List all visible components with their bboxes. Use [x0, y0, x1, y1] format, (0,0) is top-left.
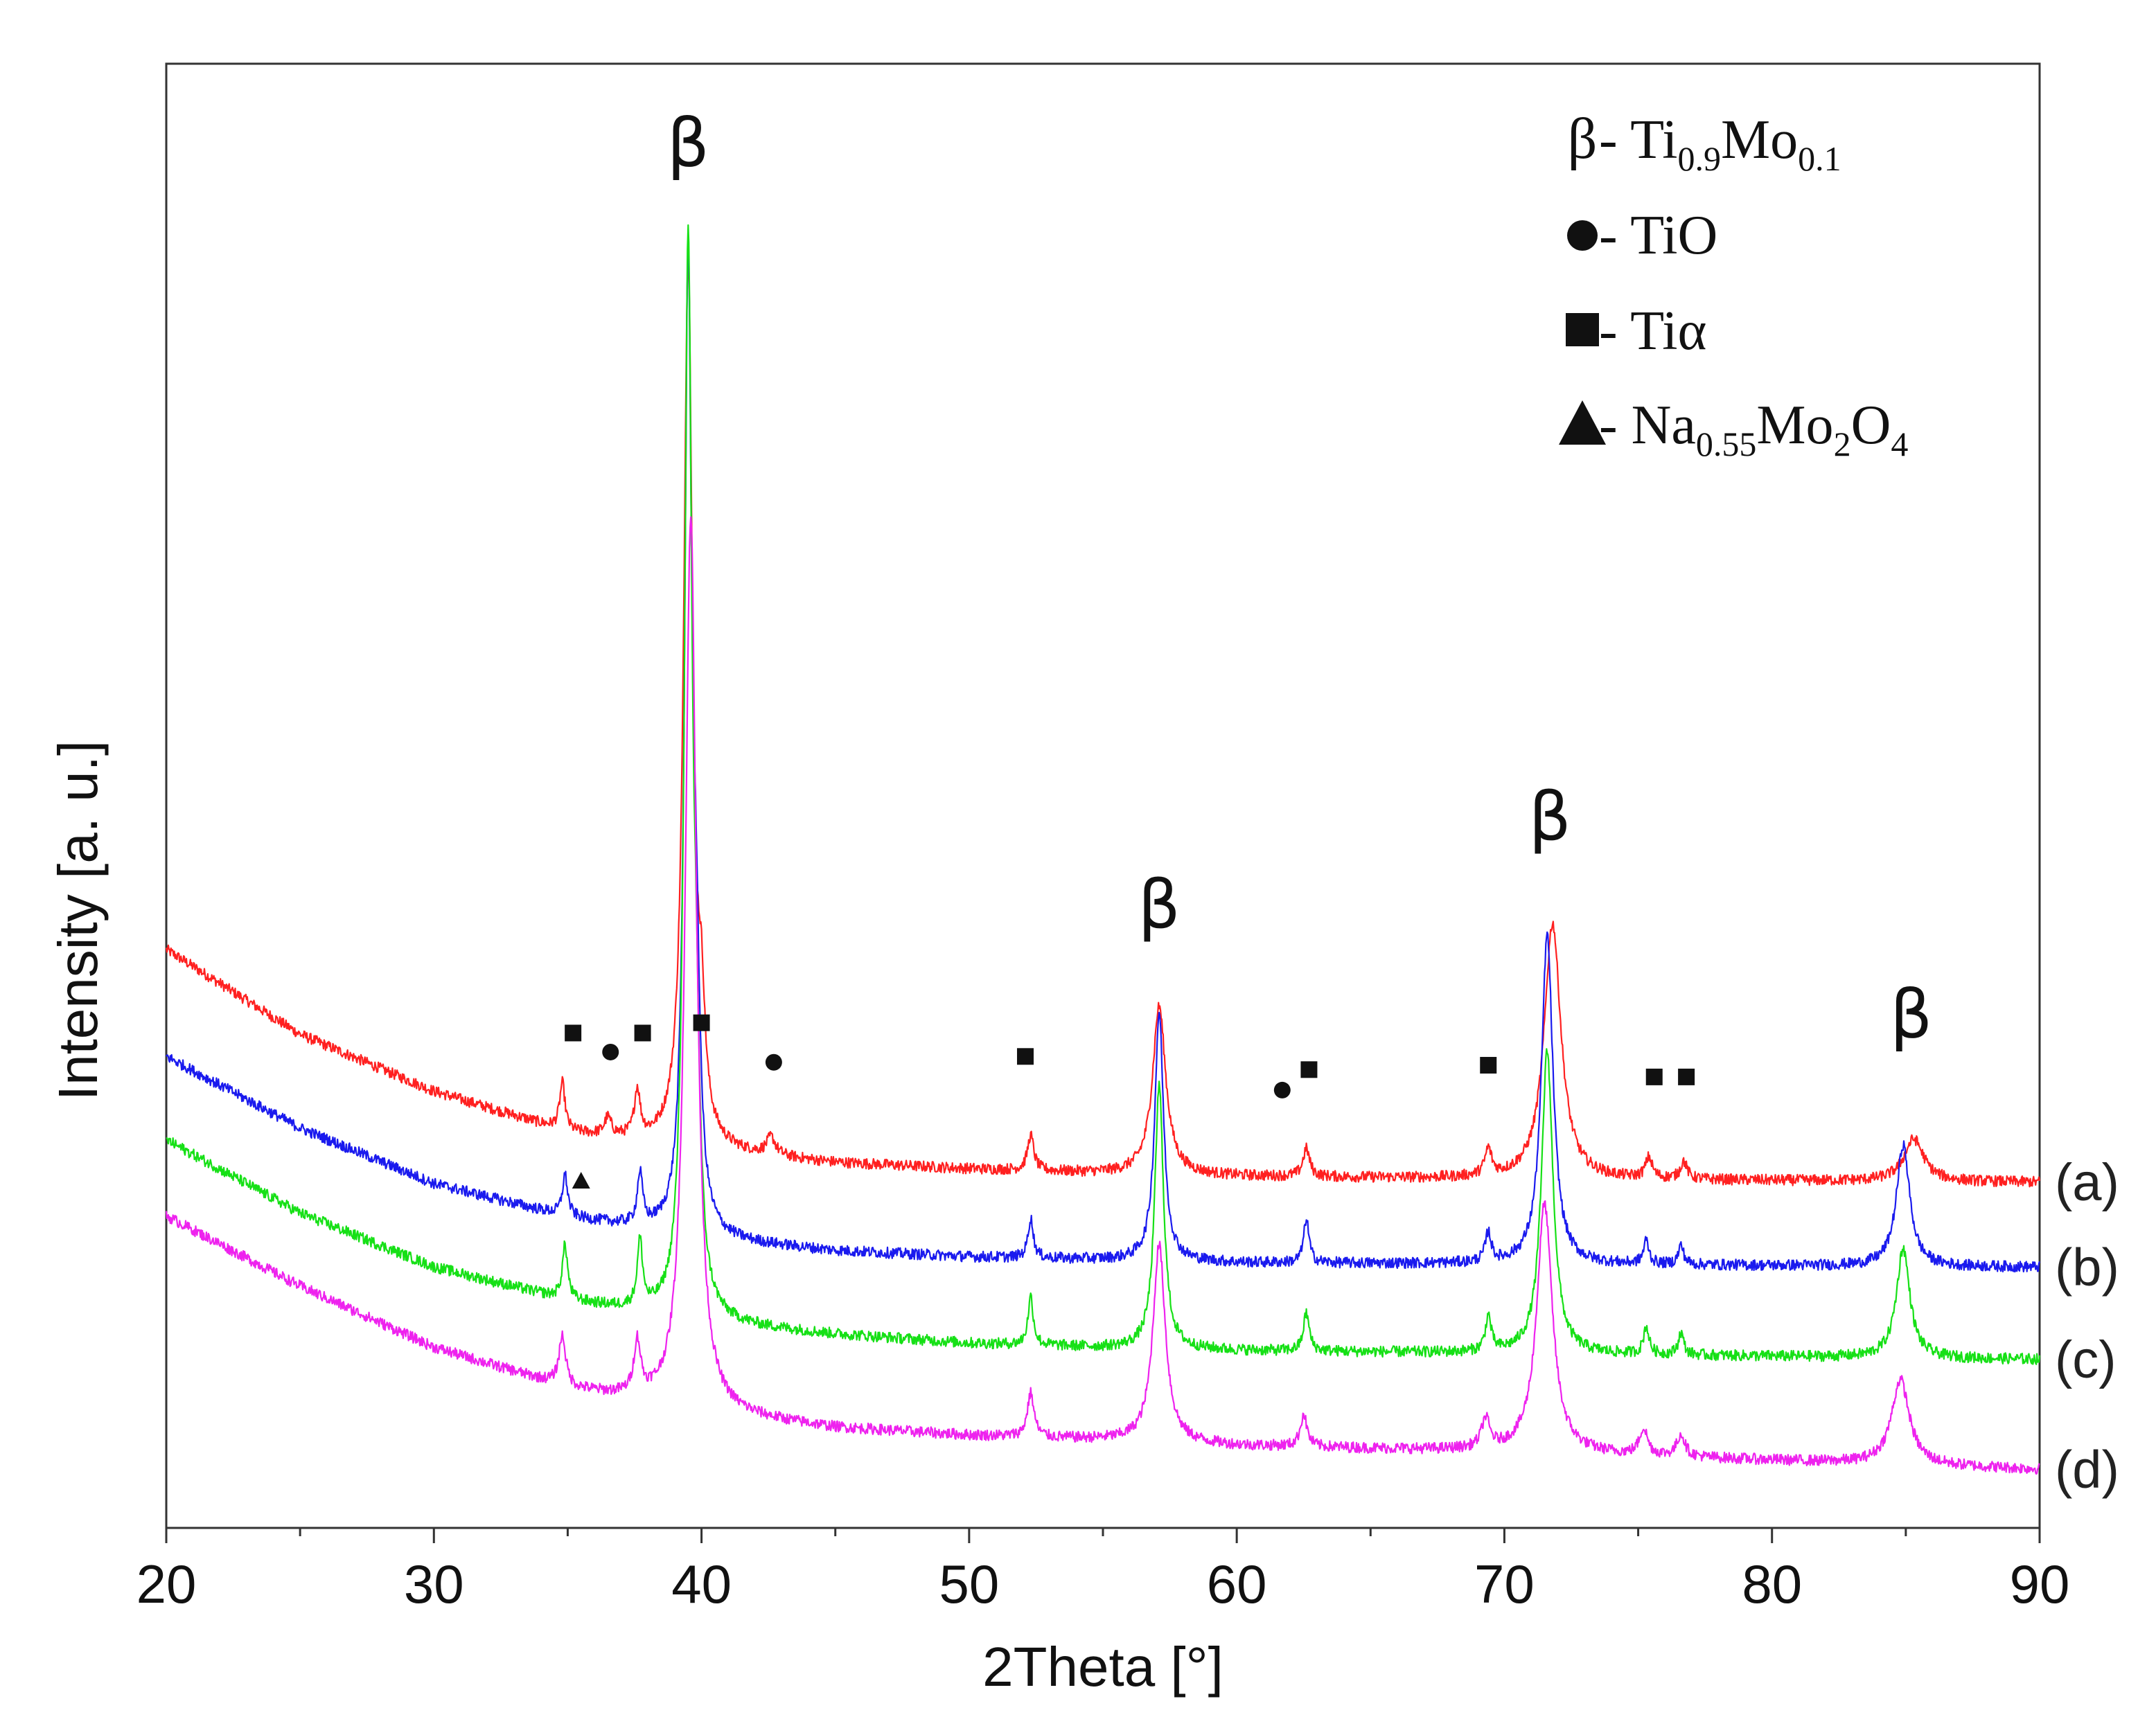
- series-line-c: [166, 224, 2041, 1365]
- marker-circle-tio: [1273, 1081, 1291, 1098]
- y-axis-label: Intensity [a. u.]: [47, 740, 109, 1101]
- x-tick-label: 80: [1742, 1554, 1802, 1614]
- x-tick-label: 70: [1474, 1554, 1535, 1614]
- legend-entry-text: - Na0.55Mo2O4: [1599, 395, 1908, 463]
- peak-label-beta: β: [667, 105, 709, 182]
- marker-square-ti-alpha: [1645, 1068, 1663, 1085]
- x-tick-label: 30: [404, 1554, 464, 1614]
- legend-item: - TiO: [1567, 205, 1717, 266]
- peak-label-beta: β: [1138, 866, 1180, 943]
- marker-square-ti-alpha: [634, 1024, 651, 1042]
- legend-triangle-icon: [1559, 400, 1606, 445]
- x-tick-label: 60: [1207, 1554, 1267, 1614]
- series-label-c: (c): [2055, 1331, 2117, 1389]
- series-line-d: [165, 516, 2040, 1475]
- marker-triangle-na-mo-o: [572, 1171, 590, 1189]
- legend-entry-text: - Ti0.9Mo0.1: [1599, 109, 1841, 178]
- legend-item: - Tiα: [1566, 301, 1706, 362]
- x-tick-label: 50: [939, 1554, 999, 1614]
- legend-item: - Na0.55Mo2O4: [1559, 395, 1908, 463]
- marker-square-ti-alpha: [693, 1014, 710, 1031]
- marker-circle-tio: [765, 1053, 782, 1071]
- x-tick-label: 90: [2010, 1554, 2070, 1614]
- legend: β - Ti0.9Mo0.1 - TiO - Tiα - Na0.55Mo2O4: [1559, 107, 1908, 463]
- legend-entry-text: - TiO: [1599, 205, 1717, 266]
- x-axis-label: 2Theta [°]: [982, 1636, 1223, 1698]
- legend-entry-text: - Tiα: [1599, 301, 1706, 362]
- x-tick-label: 20: [136, 1554, 197, 1614]
- peak-label-beta: β: [1890, 976, 1932, 1053]
- legend-beta-symbol: β: [1568, 107, 1598, 171]
- marker-square-ti-alpha: [1480, 1056, 1497, 1074]
- series-layer: (a) (b) (c) (d): [165, 224, 2119, 1499]
- marker-square-ti-alpha: [1678, 1068, 1695, 1085]
- legend-square-icon: [1566, 313, 1599, 346]
- legend-item: β - Ti0.9Mo0.1: [1568, 107, 1841, 178]
- marker-circle-tio: [602, 1043, 619, 1060]
- marker-square-ti-alpha: [565, 1024, 582, 1042]
- marker-square-ti-alpha: [1300, 1061, 1318, 1078]
- series-label-b: (b): [2055, 1238, 2119, 1297]
- series-label-a: (a): [2055, 1153, 2119, 1212]
- marker-square-ti-alpha: [1016, 1048, 1034, 1065]
- peak-label-beta: β: [1528, 778, 1571, 855]
- series-line-a: [165, 255, 2041, 1188]
- x-tick-label: 40: [671, 1554, 732, 1614]
- series-label-d: (d): [2055, 1440, 2119, 1499]
- series-line-b: [166, 243, 2041, 1273]
- annotation-layer: β β β β: [565, 105, 1932, 1189]
- legend-circle-icon: [1567, 220, 1598, 251]
- axis-layer: 20 30 40 50 60 70 80 90 2Theta [°] Intensity [a. …: [47, 740, 2069, 1698]
